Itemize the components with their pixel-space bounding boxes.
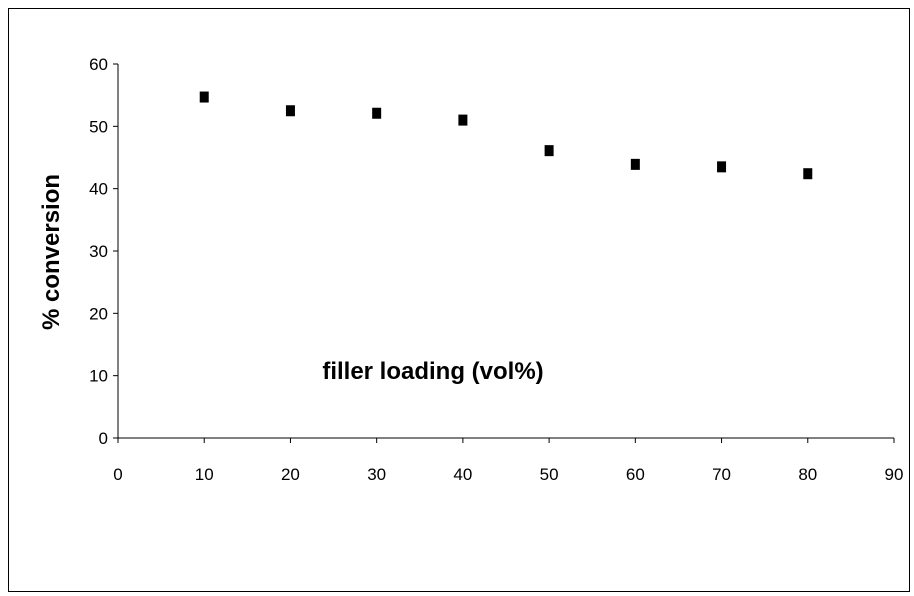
- data-point-marker: [544, 145, 554, 157]
- x-axis-ticks: 0 10 20 30 40 50 60 70 80 90: [113, 438, 903, 484]
- x-axis-title: filler loading (vol%): [322, 358, 543, 385]
- y-tick-label: 50: [89, 117, 108, 136]
- x-tick-label: 20: [281, 465, 300, 484]
- x-tick-label: 90: [885, 465, 904, 484]
- data-point-marker: [803, 168, 813, 180]
- x-tick-label: 70: [712, 465, 731, 484]
- scatter-chart: 0 10 20 30 40 50 60 0 10 20 30 40 50 60 70 80 90 filler…: [38, 55, 903, 484]
- data-point-marker: [199, 91, 209, 103]
- x-tick-label: 30: [367, 465, 386, 484]
- x-tick-label: 60: [626, 465, 645, 484]
- x-tick-label: 0: [113, 465, 122, 484]
- data-point-marker: [458, 114, 468, 126]
- x-tick-label: 80: [798, 465, 817, 484]
- y-tick-label: 60: [89, 55, 108, 74]
- y-tick-label: 40: [89, 180, 108, 199]
- y-axis-ticks: 0 10 20 30 40 50 60: [89, 55, 118, 448]
- x-tick-label: 40: [453, 465, 472, 484]
- data-points: [199, 91, 813, 180]
- y-tick-label: 0: [99, 429, 108, 448]
- y-tick-label: 10: [89, 367, 108, 386]
- chart-frame: 0 10 20 30 40 50 60 0 10 20 30 40 50 60 70 80 90 filler…: [8, 8, 910, 592]
- data-point-marker: [717, 161, 727, 173]
- y-axis-title: % conversion: [38, 174, 65, 330]
- x-tick-label: 10: [195, 465, 214, 484]
- data-point-marker: [285, 105, 295, 117]
- data-point-marker: [372, 107, 382, 119]
- y-tick-label: 30: [89, 242, 108, 261]
- data-point-marker: [630, 158, 640, 170]
- x-tick-label: 50: [540, 465, 559, 484]
- y-tick-label: 20: [89, 304, 108, 323]
